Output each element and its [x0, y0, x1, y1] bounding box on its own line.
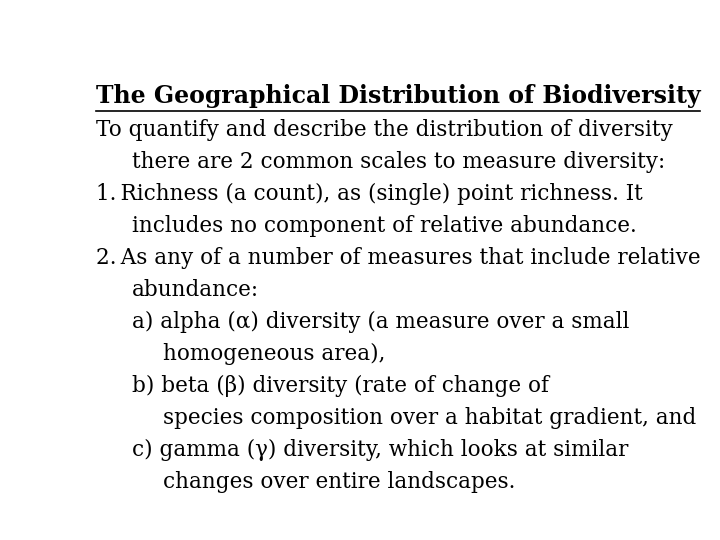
Text: 2. As any of a number of measures that include relative: 2. As any of a number of measures that i… [96, 247, 701, 269]
Text: c) gamma (γ) diversity, which looks at similar: c) gamma (γ) diversity, which looks at s… [132, 439, 629, 461]
Text: b) beta (β) diversity (rate of change of: b) beta (β) diversity (rate of change of [132, 375, 549, 397]
Text: species composition over a habitat gradient, and: species composition over a habitat gradi… [163, 407, 696, 429]
Text: abundance:: abundance: [132, 279, 259, 301]
Text: 1. Richness (a count), as (single) point richness. It: 1. Richness (a count), as (single) point… [96, 183, 642, 205]
Text: a) alpha (α) diversity (a measure over a small: a) alpha (α) diversity (a measure over a… [132, 311, 629, 333]
Text: changes over entire landscapes.: changes over entire landscapes. [163, 471, 515, 493]
Text: there are 2 common scales to measure diversity:: there are 2 common scales to measure div… [132, 151, 665, 173]
Text: includes no component of relative abundance.: includes no component of relative abunda… [132, 215, 636, 237]
Text: The Geographical Distribution of Biodiversity: The Geographical Distribution of Biodive… [96, 84, 701, 107]
Text: homogeneous area),: homogeneous area), [163, 343, 385, 365]
Text: To quantify and describe the distribution of diversity: To quantify and describe the distributio… [96, 119, 672, 141]
